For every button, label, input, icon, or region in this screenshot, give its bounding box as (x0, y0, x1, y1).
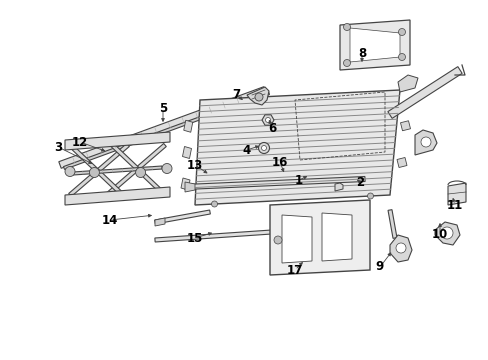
Polygon shape (182, 147, 191, 158)
Circle shape (65, 166, 75, 176)
Text: 15: 15 (186, 231, 203, 244)
Circle shape (395, 243, 405, 253)
Polygon shape (65, 132, 170, 150)
Text: 6: 6 (267, 122, 276, 135)
Polygon shape (349, 28, 399, 62)
Polygon shape (195, 90, 399, 205)
Polygon shape (339, 20, 409, 70)
Polygon shape (105, 144, 166, 197)
Circle shape (398, 28, 405, 36)
Text: 16: 16 (271, 156, 287, 168)
Polygon shape (59, 87, 265, 168)
Polygon shape (68, 144, 129, 197)
Text: 17: 17 (286, 264, 303, 276)
Text: 8: 8 (357, 46, 366, 59)
Text: 5: 5 (159, 102, 167, 114)
Circle shape (440, 227, 452, 239)
Text: 3: 3 (54, 140, 62, 153)
Polygon shape (155, 218, 164, 226)
Circle shape (398, 54, 405, 60)
Polygon shape (73, 166, 162, 175)
Text: 10: 10 (431, 229, 447, 242)
Polygon shape (387, 210, 396, 238)
Circle shape (367, 193, 373, 199)
Polygon shape (184, 182, 195, 192)
Text: 11: 11 (446, 198, 462, 212)
Text: 7: 7 (231, 87, 240, 100)
Polygon shape (397, 75, 417, 92)
Circle shape (343, 23, 350, 31)
Text: 1: 1 (294, 174, 303, 186)
Circle shape (265, 117, 270, 122)
Circle shape (162, 163, 172, 174)
Polygon shape (414, 130, 436, 155)
Polygon shape (396, 158, 406, 167)
Circle shape (273, 236, 282, 244)
Polygon shape (400, 121, 409, 131)
Polygon shape (321, 213, 351, 261)
Text: 13: 13 (186, 158, 203, 171)
Polygon shape (65, 187, 170, 205)
Text: 14: 14 (102, 213, 118, 226)
Circle shape (420, 137, 430, 147)
Circle shape (89, 167, 99, 177)
Polygon shape (246, 87, 268, 105)
Polygon shape (63, 91, 269, 170)
Circle shape (258, 143, 269, 153)
Polygon shape (387, 67, 461, 118)
Polygon shape (434, 222, 459, 245)
Polygon shape (154, 210, 210, 224)
Polygon shape (334, 183, 342, 191)
Polygon shape (262, 115, 273, 125)
Polygon shape (155, 226, 329, 242)
Polygon shape (111, 144, 166, 197)
Polygon shape (269, 200, 369, 275)
Polygon shape (183, 120, 192, 132)
Polygon shape (181, 178, 190, 190)
Circle shape (211, 201, 217, 207)
Text: 9: 9 (375, 261, 384, 274)
Circle shape (135, 167, 145, 177)
Text: 4: 4 (243, 144, 251, 157)
Circle shape (254, 93, 263, 101)
Polygon shape (184, 176, 365, 189)
Circle shape (261, 145, 266, 150)
Polygon shape (447, 183, 465, 205)
Polygon shape (68, 144, 124, 197)
Polygon shape (282, 215, 311, 263)
Polygon shape (389, 235, 411, 262)
Text: 12: 12 (72, 135, 88, 149)
Text: 2: 2 (355, 176, 364, 189)
Circle shape (343, 59, 350, 67)
